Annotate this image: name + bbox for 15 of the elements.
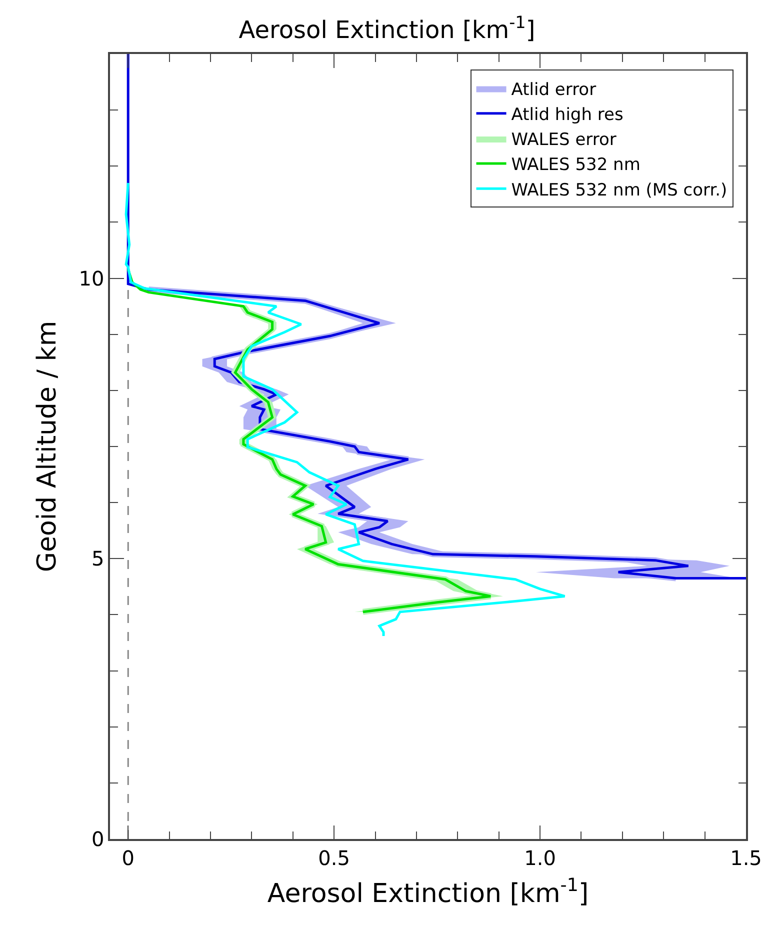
- x-tick-label: 1.5: [730, 846, 762, 870]
- legend-label: WALES error: [511, 130, 616, 150]
- x-axis-title: Aerosol Extinction [km$^{-1}$]: [267, 875, 589, 909]
- legend-label: WALES 532 nm: [511, 155, 640, 176]
- y-axis-title: Geoid Altitude / km: [32, 320, 63, 572]
- x-tick-label: 0.5: [318, 846, 350, 870]
- y-tick-label: 10: [78, 266, 104, 290]
- y-tick-label: 5: [92, 546, 104, 571]
- y-tick-label: 0: [92, 827, 104, 851]
- legend-label: Atlid error: [511, 80, 596, 100]
- x-tick-label: 1.0: [524, 846, 556, 870]
- legend-label: Atlid high res: [511, 104, 624, 125]
- legend-label: WALES 532 nm (MS corr.): [511, 180, 728, 200]
- x-tick-label: 0: [122, 846, 134, 870]
- chart-title: Aerosol Extinction [km$^{-1}$]: [238, 12, 536, 44]
